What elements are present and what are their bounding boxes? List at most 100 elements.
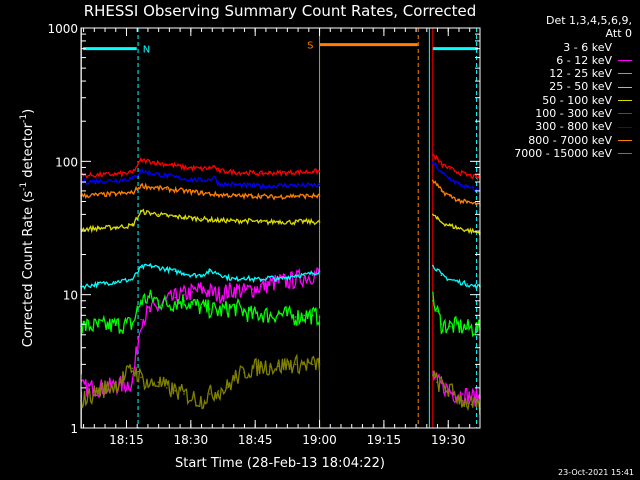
data-point-1-0-5: [140, 318, 142, 321]
data-point-3-0-23: [303, 274, 305, 276]
data-point-7-0-6: [157, 187, 160, 189]
data-point-2-0-1: [97, 325, 99, 328]
data-point-4-1-3: [449, 224, 451, 227]
data-point-7-0-18: [260, 195, 262, 197]
data-point-6-0-14: [217, 182, 220, 185]
data-point-5-0-22: [286, 172, 288, 174]
data-point-4-0-6: [157, 213, 160, 216]
legend-entry: 100 - 300 keV: [486, 107, 632, 120]
data-point-8-0-15: [226, 387, 228, 389]
series-2: [80, 289, 481, 338]
data-point-8-0-7: [157, 381, 160, 384]
data-point-6-0-18: [251, 184, 254, 187]
data-point-2-0-5: [148, 296, 151, 299]
data-point-8-0-10: [183, 393, 185, 395]
data-point-0-0-15: [260, 354, 262, 357]
data-point-8-1-5: [470, 403, 473, 406]
legend-label: 12 - 25 keV: [549, 67, 612, 81]
data-point-7-1-6: [474, 203, 477, 205]
series-4: [80, 208, 481, 236]
data-point-5-0-6: [157, 162, 160, 164]
data-point-2-0-12: [208, 308, 211, 310]
series-line-4-0: [80, 208, 320, 234]
data-point-1-0-17: [243, 291, 245, 293]
data-point-2-0-9: [183, 299, 185, 302]
data-point-6-0-12: [208, 178, 211, 181]
data-point-8-0-16: [234, 376, 237, 379]
data-point-6-0-9: [183, 177, 185, 180]
y-axis-label: Corrected Count Rate (s-1 detector-1): [19, 109, 36, 347]
legend-swatch: [618, 153, 632, 155]
data-point-3-0-2: [114, 280, 117, 283]
data-point-2-1-1: [436, 310, 438, 313]
data-point-7-0-4: [140, 184, 142, 187]
generation-timestamp: 23-Oct-2021 15:41: [558, 468, 634, 477]
series-5: [80, 153, 481, 182]
data-point-5-0-3: [131, 172, 134, 174]
data-point-2-0-24: [311, 314, 314, 317]
data-point-8-1-1: [436, 381, 438, 384]
data-point-3-1-6: [474, 285, 477, 288]
data-point-5-0-23: [294, 171, 297, 173]
data-point-2-0-7: [166, 303, 168, 305]
data-point-3-0-10: [191, 274, 194, 276]
data-point-4-0-18: [260, 221, 262, 223]
annotation-label-2: S: [307, 41, 313, 52]
data-point-8-1-0: [432, 374, 434, 376]
data-point-7-0-14: [226, 194, 228, 196]
series-8: [80, 353, 481, 415]
data-point-0-0-13: [243, 354, 245, 357]
data-point-3-0-3: [131, 278, 134, 281]
series-line-7-0: [80, 182, 320, 201]
legend-label: 6 - 12 keV: [556, 53, 612, 67]
y-axis-label-sup2: -1: [19, 114, 29, 123]
data-point-6-0-23: [294, 184, 297, 187]
data-point-4-0-12: [208, 218, 211, 221]
data-point-8-0-9: [174, 390, 177, 392]
data-point-7-0-24: [311, 195, 314, 197]
series-line-5-1: [432, 153, 481, 182]
data-point-6-0-6: [157, 173, 160, 176]
data-point-0-0-19: [294, 334, 297, 336]
data-point-3-0-21: [286, 276, 288, 279]
data-point-0-0-8: [200, 359, 202, 362]
data-point-1-0-24: [303, 276, 305, 279]
data-point-6-0-5: [148, 172, 151, 174]
legend-label: 800 - 7000 keV: [528, 133, 612, 147]
data-point-6-1-4: [457, 182, 460, 185]
data-point-1-0-18: [251, 288, 254, 290]
y-axis-label-mid: detector: [21, 122, 36, 182]
data-point-4-0-24: [311, 221, 314, 223]
data-point-6-1-3: [449, 177, 451, 180]
data-point-1-0-9: [174, 296, 177, 299]
data-point-8-0-8: [166, 387, 168, 389]
data-point-0-0-10: [217, 356, 220, 358]
data-point-7-1-4: [457, 199, 460, 202]
data-point-4-1-1: [436, 218, 438, 220]
data-point-8-0-22: [286, 363, 288, 366]
data-point-0-0-22: [318, 312, 321, 315]
y-tick-label-3: 1000: [47, 22, 78, 36]
data-point-1-0-20: [268, 283, 271, 285]
data-point-8-1-3: [453, 393, 456, 395]
data-point-8-1-4: [462, 399, 464, 402]
legend-swatch: [618, 46, 632, 48]
data-point-4-1-5: [466, 229, 468, 231]
data-point-4-0-4: [140, 210, 142, 213]
series-line-6-0: [80, 167, 320, 190]
x-tick-label-4: 19:15: [367, 433, 402, 447]
legend-entry: 12 - 25 keV: [486, 67, 632, 80]
data-point-0-0-18: [286, 348, 288, 350]
data-point-6-0-26: [318, 184, 321, 187]
data-point-8-0-25: [311, 363, 314, 366]
data-point-8-0-12: [200, 399, 202, 402]
data-point-3-1-0: [432, 264, 434, 267]
data-point-6-0-10: [191, 178, 194, 181]
x-tick-label-0: 18:15: [109, 433, 144, 447]
data-point-3-0-22: [294, 274, 297, 276]
data-point-3-0-13: [217, 272, 220, 274]
data-point-5-0-11: [200, 167, 202, 170]
data-point-3-0-16: [243, 276, 245, 279]
data-point-8-0-19: [260, 365, 262, 368]
data-point-4-0-15: [234, 220, 237, 223]
